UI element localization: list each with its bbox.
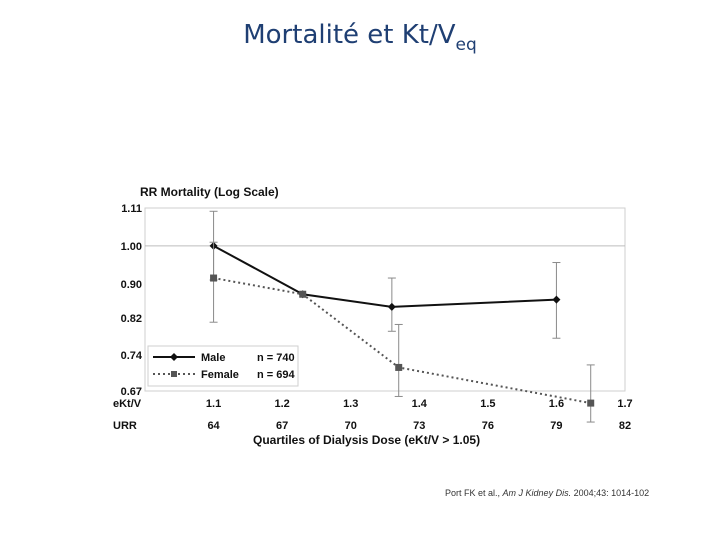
x-tick-label: 64: [207, 420, 220, 432]
x-tick-label: 70: [345, 420, 357, 432]
slide-title: Mortalité et Kt/Veq: [0, 20, 720, 55]
x-tick-label: 1.6: [549, 398, 564, 410]
legend-female-marker: [171, 371, 177, 377]
chart-title: RR Mortality (Log Scale): [140, 185, 279, 199]
legend-male-label: Male: [201, 352, 225, 364]
y-tick-label: 1.00: [121, 241, 142, 253]
legend-male-count: n = 740: [257, 352, 295, 364]
citation: Port FK et al., Am J Kidney Dis. 2004;43…: [445, 488, 649, 498]
data-point: [552, 295, 561, 304]
y-tick-label: 0.74: [121, 350, 143, 362]
plot-area: [144, 207, 626, 392]
series-female: [209, 241, 595, 423]
y-tick-label: 0.90: [121, 279, 142, 291]
data-point: [210, 274, 218, 282]
x-tick-label: 79: [550, 420, 562, 432]
x-row-label: eKt/V: [113, 398, 142, 410]
y-tick-label: 1.11: [121, 203, 142, 215]
x-axis-title: Quartiles of Dialysis Dose (eKt/V > 1.05…: [253, 433, 480, 447]
legend-male-marker: [170, 353, 178, 361]
legend-female-count: n = 694: [257, 369, 295, 381]
title-subscript: eq: [455, 35, 477, 55]
x-tick-label: 1.1: [206, 398, 221, 410]
citation-journal: Am J Kidney Dis.: [502, 488, 572, 498]
x-tick-label: 1.2: [274, 398, 289, 410]
x-tick-label: 1.4: [412, 398, 428, 410]
citation-details: 2004;43: 1014-102: [573, 488, 650, 498]
data-point: [387, 302, 396, 311]
x-tick-label: 76: [482, 420, 494, 432]
legend-box: [147, 345, 299, 387]
citation-authors: Port FK et al.,: [445, 488, 501, 498]
x-tick-label: 67: [276, 420, 288, 432]
series-line: [213, 244, 557, 308]
data-point: [299, 290, 307, 298]
y-tick-label: 0.82: [121, 313, 142, 325]
x-tick-label: 82: [619, 420, 631, 432]
mortality-chart: RR Mortality (Log Scale) 1.11 1.00 0.90 0.8…: [113, 185, 633, 447]
x-row-label: URR: [113, 420, 137, 432]
x-tick-label: 73: [413, 420, 425, 432]
legend-female-label: Female: [201, 369, 239, 381]
y-tick-label: 0.67: [121, 386, 142, 398]
title-main: Mortalité et Kt/V: [243, 20, 456, 50]
x-tick-label: 1.5: [480, 398, 495, 410]
x-tick-label: 1.7: [617, 398, 632, 410]
series-male: [209, 210, 561, 339]
series-line: [213, 277, 591, 405]
data-point: [395, 363, 403, 371]
x-tick-label: 1.3: [343, 398, 358, 410]
data-point: [587, 399, 595, 407]
